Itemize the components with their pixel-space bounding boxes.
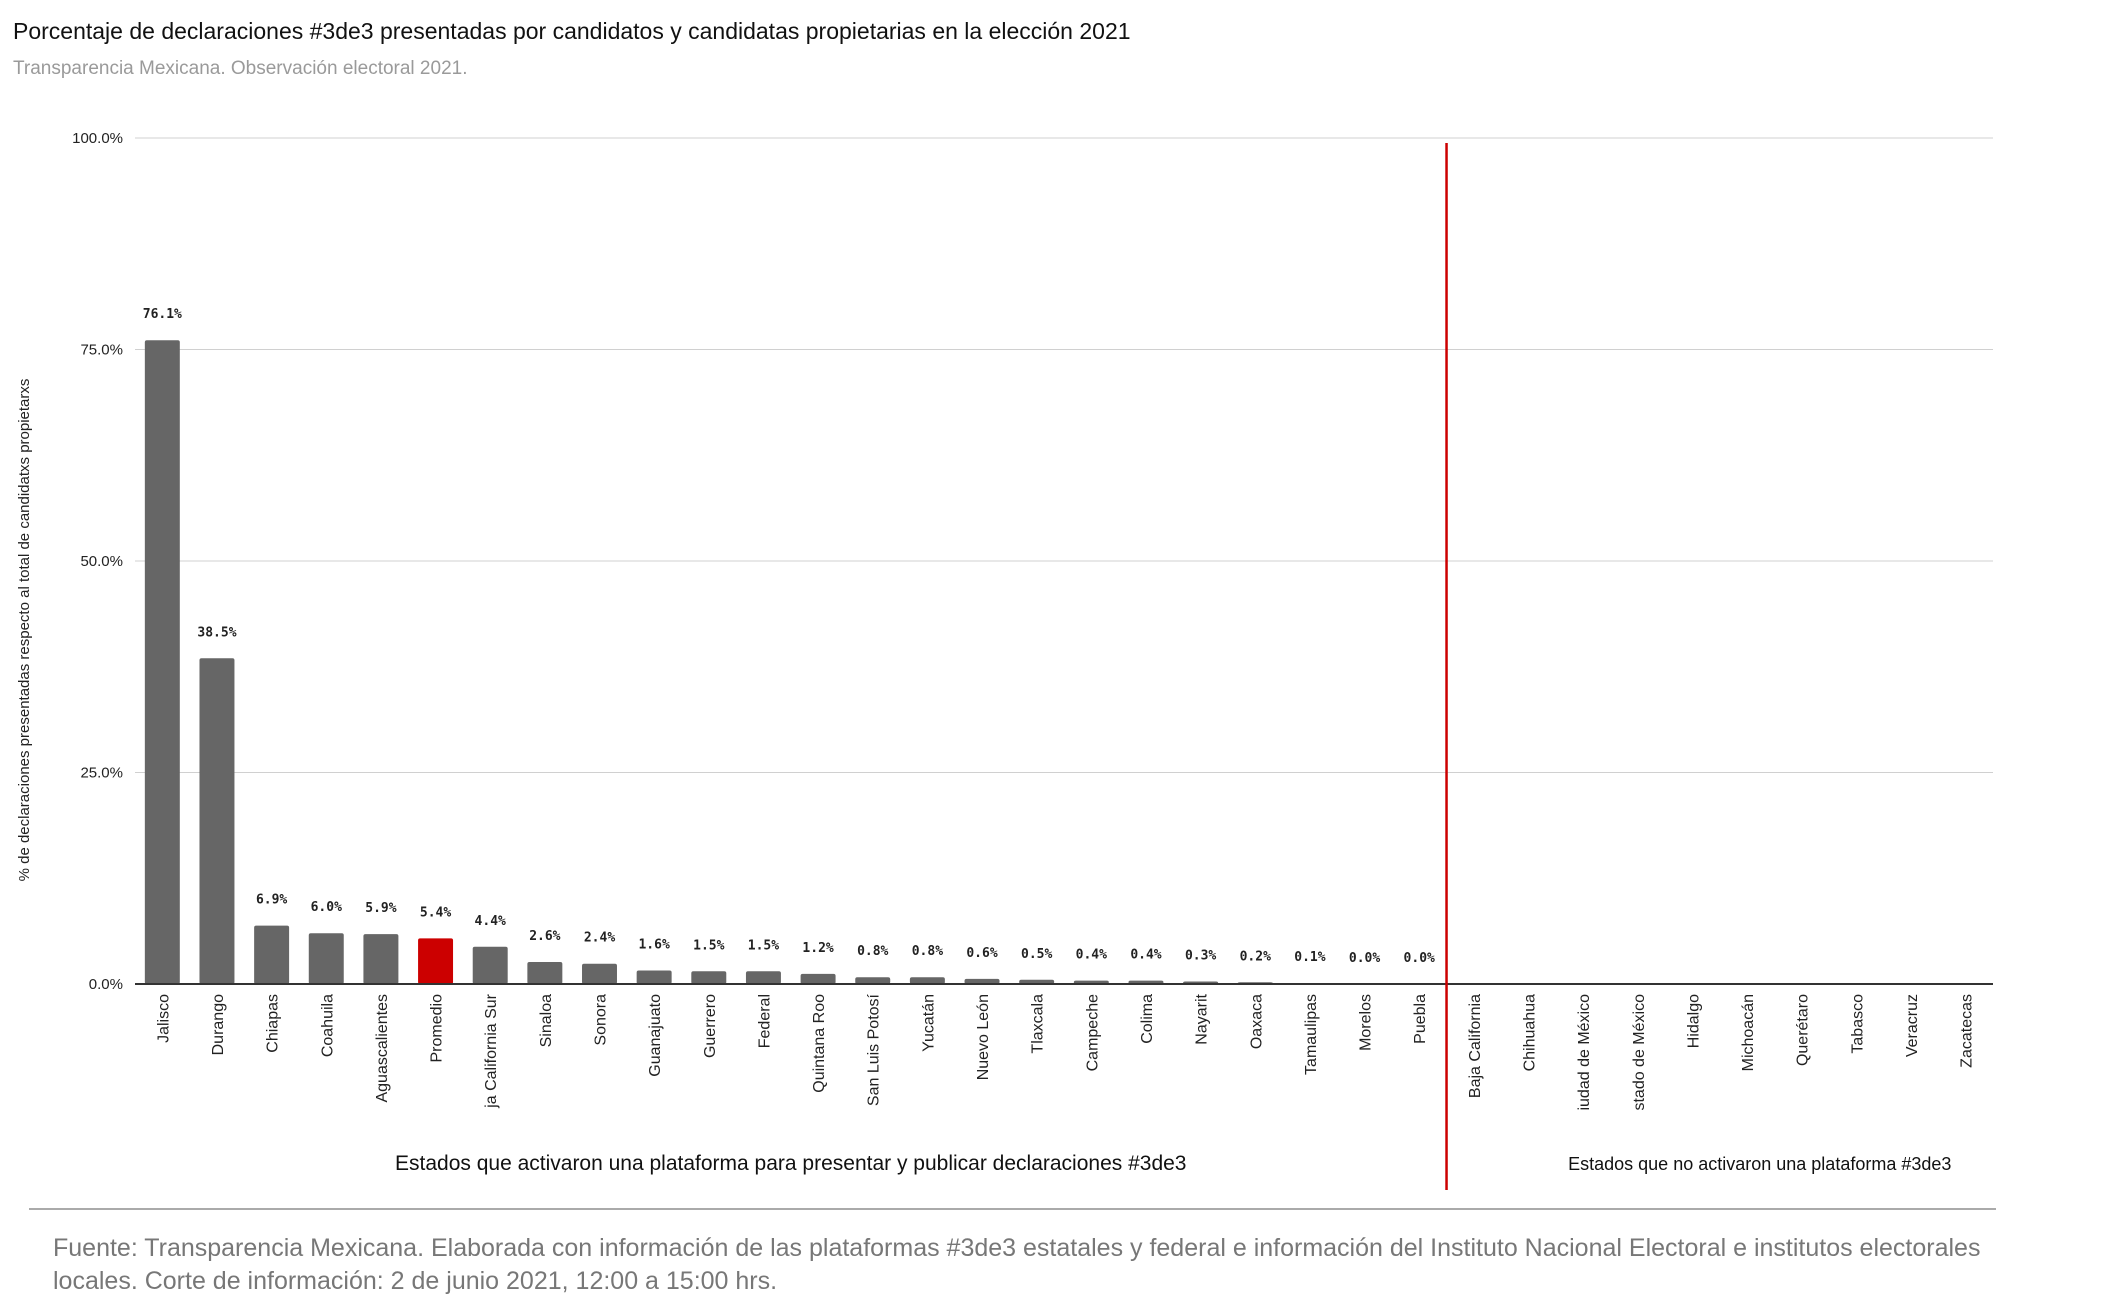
- bar-ja-california-sur: [472, 946, 508, 984]
- y-tick-label: 0.0%: [89, 976, 123, 993]
- bar-sonora: [582, 963, 617, 984]
- data-label: 1.5%: [748, 938, 779, 953]
- data-label: 6.9%: [256, 893, 287, 908]
- bar-aguascalientes: [363, 934, 399, 984]
- y-axis-label: % de declaraciones presentadas respecto …: [16, 379, 33, 882]
- data-label: 0.5%: [1021, 947, 1052, 962]
- x-tick-label: Jalisco: [155, 994, 172, 1043]
- x-tick-label: Durango: [210, 994, 227, 1055]
- data-label: 5.4%: [420, 905, 451, 920]
- data-label: 1.5%: [693, 938, 724, 953]
- data-label: 5.9%: [365, 901, 396, 916]
- y-tick-label: 25.0%: [80, 765, 123, 782]
- x-tick-label: Nuevo León: [975, 994, 992, 1080]
- data-label: 0.1%: [1294, 950, 1325, 965]
- data-label: 0.4%: [1130, 948, 1161, 963]
- x-tick-label: Chihuahua: [1522, 994, 1539, 1072]
- bars: [144, 340, 1328, 985]
- bar-promedio: [418, 938, 454, 984]
- data-label: 0.8%: [912, 944, 943, 959]
- bar-tlaxcala: [1019, 979, 1055, 984]
- x-tick-label: Colima: [1139, 994, 1156, 1044]
- group-label-inactive: Estados que no activaron una plataforma …: [1568, 1154, 1951, 1174]
- group-label-active: Estados que activaron una plataforma par…: [395, 1152, 1187, 1175]
- x-tick-label: Veracruz: [1904, 994, 1921, 1057]
- x-tick-label: Baja California: [1467, 994, 1484, 1098]
- data-label: 6.0%: [311, 900, 342, 915]
- x-tick-label: Tabasco: [1849, 994, 1866, 1054]
- bar-yucat-n: [909, 977, 945, 984]
- y-tick-label: 100.0%: [72, 130, 123, 147]
- x-tick-label: Promedio: [429, 994, 446, 1063]
- data-label: 0.2%: [1240, 949, 1271, 964]
- x-tick-label: Sonora: [593, 994, 610, 1046]
- bar-nuevo-le-n: [964, 978, 1000, 984]
- x-tick-label: iudad de México: [1576, 994, 1593, 1111]
- x-tick-label: Sinaloa: [538, 994, 555, 1047]
- bar-jalisco: [144, 340, 180, 985]
- x-tick-label: Campeche: [1084, 994, 1101, 1071]
- x-tick-label: Zacatecas: [1959, 994, 1976, 1068]
- x-tick-label: ja California Sur: [483, 993, 500, 1109]
- x-tick-label: Hidalgo: [1685, 994, 1702, 1048]
- x-tick-label: stado de México: [1631, 994, 1648, 1111]
- y-tick-label: 50.0%: [80, 553, 123, 570]
- footer-divider: [29, 1208, 1996, 1210]
- x-tick-label: Morelos: [1358, 994, 1375, 1051]
- x-tick-label: Tlaxcala: [1030, 994, 1047, 1054]
- group-labels: Estados que activaron una plataforma par…: [395, 1152, 1951, 1175]
- bar-federal: [745, 971, 781, 984]
- data-label: 0.0%: [1404, 951, 1435, 966]
- bar-durango: [199, 658, 235, 984]
- x-tick-label: Aguascalientes: [374, 994, 391, 1103]
- bar-guerrero: [691, 971, 727, 984]
- data-label: 2.4%: [584, 931, 615, 946]
- y-tick-label: 75.0%: [80, 342, 123, 359]
- x-tick-label: Nayarit: [1194, 993, 1211, 1044]
- x-tick-label: Federal: [756, 994, 773, 1048]
- x-tick-label: Guanajuato: [647, 994, 664, 1077]
- x-tick-label: Chiapas: [265, 994, 282, 1053]
- x-tick-label: Michoacán: [1740, 994, 1757, 1071]
- x-tick-label: Coahuila: [319, 994, 336, 1057]
- data-label: 0.6%: [966, 946, 997, 961]
- chart-subtitle: Transparencia Mexicana. Observación elec…: [13, 58, 468, 79]
- source-note: Fuente: Transparencia Mexicana. Elaborad…: [53, 1234, 1981, 1295]
- bar-san-luis-potos-: [855, 977, 891, 984]
- chart-title: Porcentaje de declaraciones #3de3 presen…: [13, 18, 1131, 44]
- x-tick-label: Oaxaca: [1248, 994, 1265, 1049]
- data-label: 0.8%: [857, 944, 888, 959]
- bar-chiapas: [254, 925, 290, 984]
- x-tick-label: Guerrero: [702, 994, 719, 1058]
- data-label: 38.5%: [197, 625, 236, 640]
- data-labels: 76.1% 38.5% 6.9% 6.0% 5.9% 5.4% 4.4% 2.6% 2.4% 1.…: [143, 307, 1435, 966]
- data-label: 0.3%: [1185, 948, 1216, 963]
- data-label: 0.4%: [1076, 948, 1107, 963]
- bar-coahuila: [308, 933, 344, 984]
- x-tick-label: Quintana Roo: [811, 994, 828, 1093]
- bar-chart: 0.0% 25.0% 50.0% 75.0% 100.0% % de declaraci…: [16, 130, 1993, 1190]
- data-label: 2.6%: [529, 929, 560, 944]
- data-label: 4.4%: [475, 914, 506, 929]
- x-tick-label: Puebla: [1412, 994, 1429, 1044]
- y-axis-ticks: 0.0% 25.0% 50.0% 75.0% 100.0%: [72, 130, 123, 993]
- bar-sinaloa: [527, 962, 563, 984]
- data-label: 1.2%: [802, 941, 833, 956]
- data-label: 0.0%: [1349, 951, 1380, 966]
- gridlines: [135, 137, 1993, 773]
- bar-guanajuato: [636, 970, 672, 984]
- data-label: 76.1%: [143, 307, 182, 322]
- x-tick-label: Tamaulipas: [1303, 994, 1320, 1075]
- bar-quintana-roo: [800, 973, 836, 984]
- x-tick-label: Yucatán: [920, 994, 937, 1052]
- x-tick-label: San Luis Potosí: [866, 993, 883, 1106]
- data-label: 1.6%: [638, 937, 669, 952]
- x-axis-ticks: Jalisco Durango Chiapas Coahuila Aguascalien…: [155, 993, 1975, 1110]
- x-tick-label: Querétaro: [1795, 994, 1812, 1066]
